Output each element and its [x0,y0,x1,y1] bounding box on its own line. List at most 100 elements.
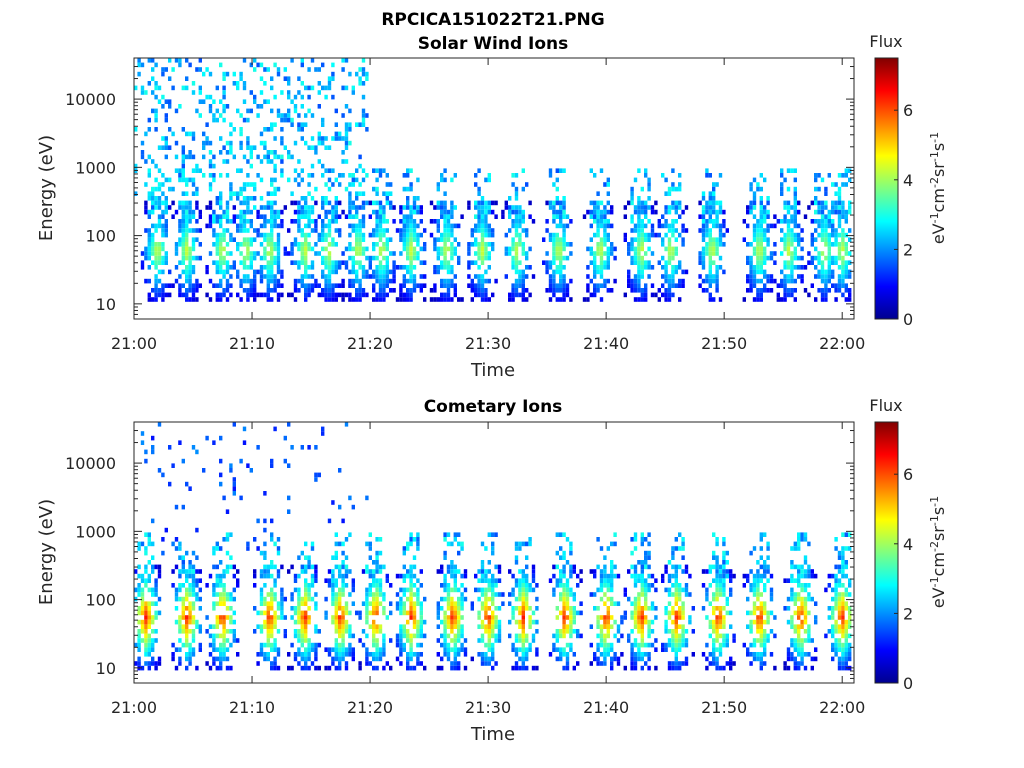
heatmap-cell [249,223,253,229]
heatmap-cell [229,140,233,146]
heatmap-cell [443,237,447,242]
heatmap-cell [433,265,437,270]
heatmap-cell [647,633,651,639]
heatmap-cell [412,592,417,597]
heatmap-cell [688,573,692,579]
heatmap-cell [647,260,651,265]
heatmap-cell [715,288,719,293]
heatmap-cell [746,223,750,229]
x-tick-label: 21:00 [111,334,157,353]
heatmap-cell [844,283,848,288]
heatmap-cell [178,656,182,662]
heatmap-cell [684,638,689,643]
heatmap-cell [552,274,556,279]
heatmap-cell [450,223,454,229]
heatmap-cell [749,209,753,215]
heatmap-cell [732,573,736,579]
heatmap-cell [477,209,481,215]
heatmap-cell [334,219,338,224]
heatmap-cell [144,550,148,556]
heatmap-cell [450,601,454,606]
heatmap-cell [844,173,848,178]
heatmap-cell [215,573,219,579]
heatmap-cell [555,214,559,219]
colorbar-tick-label: 0 [903,310,913,329]
heatmap-cell [215,564,219,570]
heatmap-cell [504,246,508,252]
heatmap-cell [147,587,151,593]
heatmap-cell [266,251,270,256]
heatmap-cell [780,168,784,173]
heatmap-cell [402,601,406,606]
heatmap-cell [450,265,454,270]
heatmap-cell [701,260,706,265]
heatmap-cell [817,232,821,238]
heatmap-cell [321,62,325,68]
heatmap-cell [188,601,192,606]
heatmap-cell [759,228,763,233]
heatmap-cell [518,541,522,547]
heatmap-cell [321,223,325,229]
heatmap-cell [389,191,393,196]
heatmap-cell [361,642,366,648]
heatmap-cell [208,573,213,579]
heatmap-cell [208,297,213,302]
heatmap-cell [824,274,828,279]
heatmap-cell [338,661,342,666]
heatmap-cell [212,440,216,445]
heatmap-cell [674,246,678,252]
heatmap-cell [820,209,825,215]
heatmap-cell [219,481,223,487]
heatmap-cell [637,610,641,616]
heatmap-cell [698,283,702,288]
heatmap-cell [327,251,332,256]
heatmap-cell [147,647,151,652]
heatmap-cell [477,288,481,293]
heatmap-cell [137,541,141,547]
heatmap-cell [831,260,835,265]
heatmap-cell [671,223,675,229]
heatmap-cell [338,596,342,602]
heatmap-cell [443,555,447,560]
heatmap-cell [263,265,267,270]
heatmap-cell [603,242,607,247]
heatmap-cell [361,200,366,206]
heatmap-cell [399,219,403,224]
heatmap-cell [667,237,672,242]
heatmap-cell [344,159,349,164]
heatmap-cell [331,615,335,620]
heatmap-cell [654,647,658,652]
heatmap-cell [460,541,464,547]
heatmap-cell [701,209,706,215]
heatmap-cell [786,228,791,233]
heatmap-cell [185,638,189,643]
heatmap-cell [385,219,389,224]
heatmap-cell [287,569,291,574]
heatmap-cell [358,288,362,293]
heatmap-cell [559,573,563,579]
heatmap-cell [837,219,842,224]
heatmap-cell [191,255,196,261]
heatmap-cell [484,573,488,579]
heatmap-cell [746,255,750,261]
heatmap-cell [705,615,709,620]
heatmap-cell [219,665,223,671]
heatmap-cell [412,283,417,288]
heatmap-cell [450,278,454,284]
heatmap-cell [565,223,570,229]
heatmap-cell [351,265,355,270]
heatmap-cell [599,237,604,242]
heatmap-cell [718,615,723,620]
heatmap-cell [215,624,219,629]
heatmap-cell [198,113,202,118]
heatmap-cell [647,205,651,210]
heatmap-cell [382,292,386,298]
heatmap-cell [185,292,189,298]
heatmap-cell [300,564,304,570]
heatmap-cell [572,606,576,611]
heatmap-cell [480,619,485,625]
heatmap-cell [273,615,277,620]
heatmap-cell [293,652,298,657]
heatmap-cell [484,596,488,602]
heatmap-cell [229,182,233,187]
